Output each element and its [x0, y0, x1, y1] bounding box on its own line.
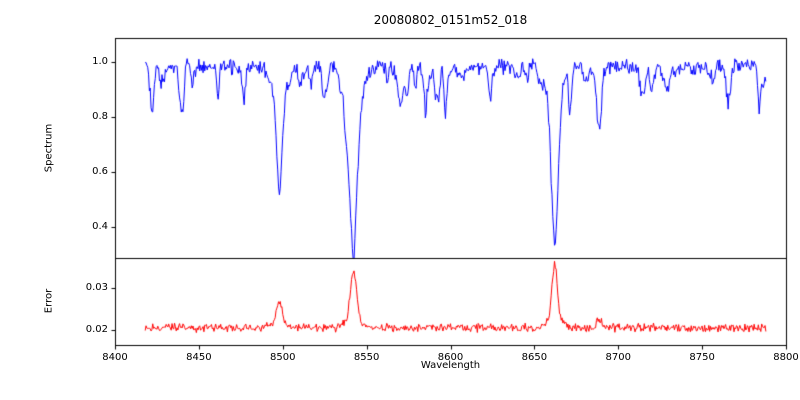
x-tick-label: 8750 — [689, 352, 715, 363]
chart-title: 20080802_0151m52_018 — [373, 13, 528, 27]
error-y-tick-label: 0.02 — [85, 323, 108, 335]
spectrum-y-tick-label: 1.0 — [92, 55, 108, 67]
x-axis-label: Wavelength — [420, 360, 481, 371]
error-y-tick-label: 0.03 — [85, 281, 108, 293]
x-tick-label: 8500 — [270, 352, 296, 363]
x-tick-label: 8800 — [773, 352, 799, 363]
spectrum-y-axis-label: Spectrum — [43, 123, 55, 173]
x-tick-label: 8600 — [437, 352, 464, 363]
x-tick-label: 8450 — [186, 352, 212, 363]
spectrum-y-tick-label: 0.4 — [92, 220, 108, 232]
error-y-axis-label: Error — [43, 288, 55, 314]
x-tick-label: 8400 — [102, 352, 128, 363]
x-tick-label: 8700 — [605, 352, 631, 363]
spectrum-y-tick-label: 0.6 — [92, 165, 108, 177]
x-tick-label: 8650 — [521, 352, 548, 363]
x-tick-label: 8550 — [353, 352, 380, 363]
spectrum-y-tick-label: 0.8 — [92, 110, 108, 122]
